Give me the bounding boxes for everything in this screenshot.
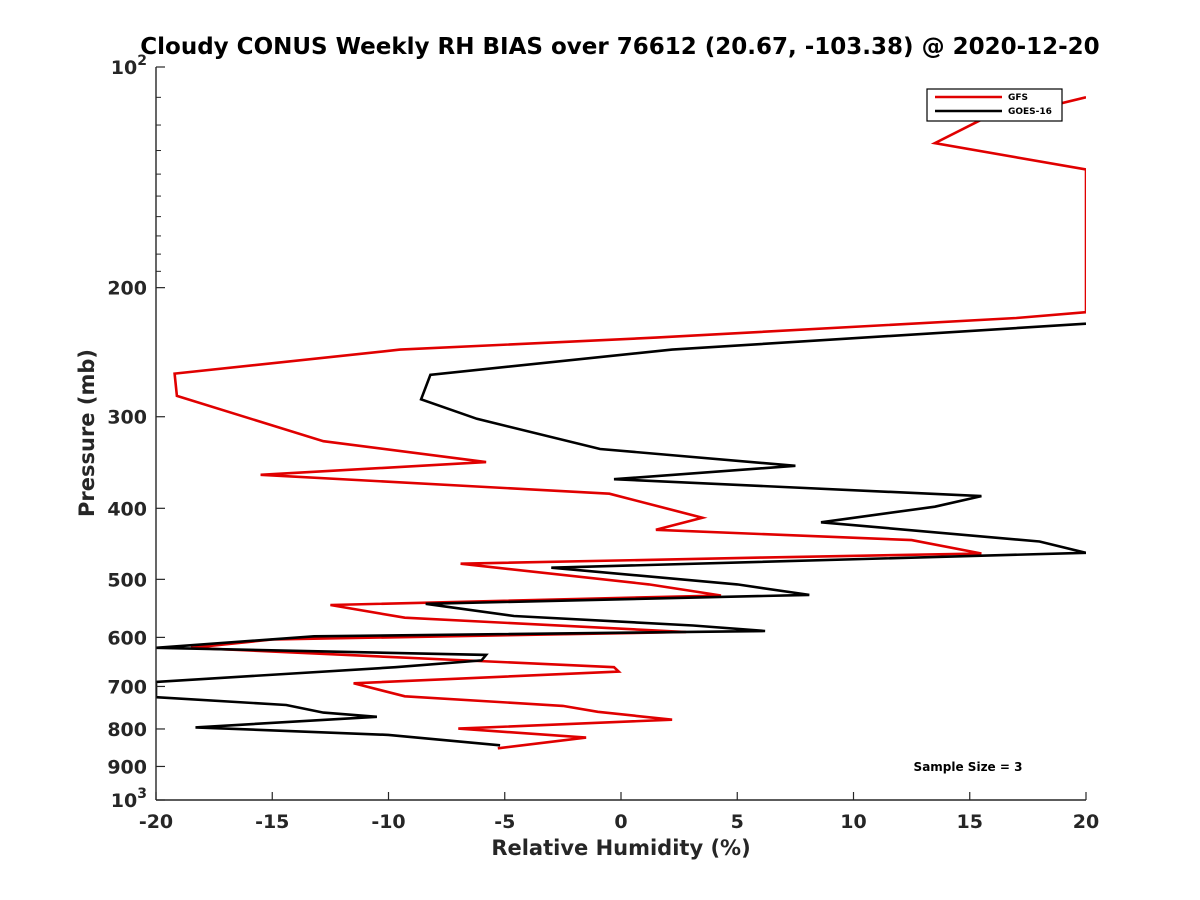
y-axis-label: Pressure (mb)	[75, 349, 99, 517]
legend-label-goes-16: GOES-16	[1008, 107, 1052, 117]
x-tick-label: 5	[731, 811, 744, 833]
y-tick-label: 400	[107, 498, 147, 520]
y-tick-label: 300	[107, 407, 147, 429]
x-tick-label: -10	[371, 811, 405, 833]
y-tick-label: 800	[107, 719, 147, 741]
x-tick-label: 10	[840, 811, 866, 833]
y-tick-label: 900	[107, 756, 147, 778]
y-tick-label: 102	[111, 53, 147, 79]
x-tick-label: -5	[494, 811, 515, 833]
y-tick-label: 500	[107, 569, 147, 591]
x-ticks: -20 -15 -10 -5 0 5 10 15 20	[139, 792, 1099, 833]
legend-box	[926, 88, 1063, 122]
axes-background	[156, 67, 1086, 800]
x-tick-label: 0	[614, 811, 627, 833]
x-tick-label: -20	[139, 811, 173, 833]
y-tick-label: 200	[107, 278, 147, 300]
chart-title: Cloudy CONUS Weekly RH BIAS over 76612 (…	[140, 34, 1099, 60]
plot-area: -20 -15 -10 -5 0 5 10 15 20 102 200 300 400 500 600 70…	[107, 53, 1099, 833]
legend-label-gfs: GFS	[1008, 93, 1028, 103]
x-tick-label: 15	[957, 811, 983, 833]
x-tick-label: 20	[1073, 811, 1099, 833]
series-layer	[156, 96, 1086, 750]
x-tick-label: -15	[255, 811, 289, 833]
y-ticks: 102 200 300 400 500 600 700 800 900 103	[107, 53, 165, 812]
y-tick-label: 103	[111, 786, 147, 812]
sample-size-annotation: Sample Size = 3	[914, 760, 1023, 774]
series-line-goes-16	[156, 322, 1086, 747]
x-axis-label: Relative Humidity (%)	[491, 836, 750, 860]
series-line-gfs	[173, 96, 1086, 750]
y-tick-label: 700	[107, 676, 147, 698]
y-tick-label: 600	[107, 627, 147, 649]
legend: GFS GOES-16	[926, 88, 1063, 122]
